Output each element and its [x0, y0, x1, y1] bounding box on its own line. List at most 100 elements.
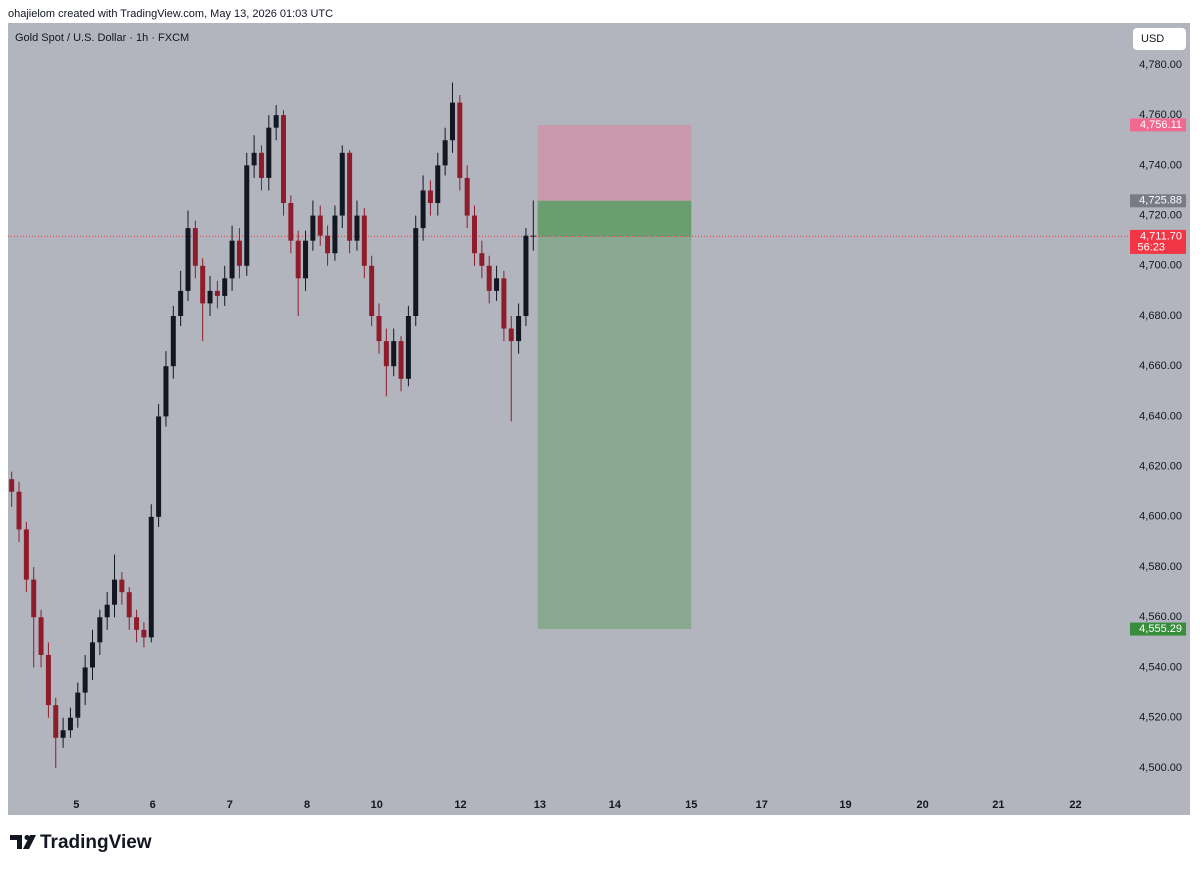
candle-body [38, 617, 44, 655]
candle-body [156, 416, 162, 517]
candle-body [303, 240, 309, 279]
candle-body [192, 228, 198, 266]
plot: 4,500.00 4,520.00 4,540.00 4,560.00 4,580.00… [8, 59, 1182, 811]
candle-body [479, 253, 485, 266]
candle-body [258, 152, 264, 178]
price-tag-label: 4,725.88 [1139, 195, 1182, 207]
candle-body [214, 290, 220, 296]
candle-body [442, 140, 448, 166]
candle-body [464, 177, 470, 216]
candle-body [178, 290, 184, 316]
candle-body [244, 165, 250, 266]
x-tick-label: 5 [73, 799, 79, 811]
candle-body [405, 315, 411, 379]
candle-body [288, 203, 294, 241]
candle-body [295, 240, 301, 279]
candle-body [170, 315, 176, 367]
candle-body [222, 278, 228, 296]
candle-body [236, 240, 242, 266]
candle-body [273, 115, 279, 128]
y-tick-label: 4,720.00 [1139, 209, 1182, 221]
price-tag-label: 4,555.29 [1139, 623, 1182, 635]
y-tick-label: 4,620.00 [1139, 461, 1182, 473]
candle-body [413, 228, 419, 316]
candle-body [104, 604, 110, 618]
candle-body [31, 579, 37, 618]
x-tick-label: 8 [304, 799, 310, 811]
candle-body [141, 629, 147, 638]
candle-body [310, 215, 316, 241]
candle-body [317, 215, 323, 236]
candle-body [347, 152, 353, 241]
candle-body [391, 341, 397, 367]
price-tag [1130, 194, 1186, 208]
symbol-title: Gold Spot / U.S. Dollar · 1h · FXCM [15, 32, 189, 44]
x-tick-label: 14 [609, 799, 622, 811]
price-tag-label: 4,711.70 [1140, 230, 1182, 242]
candle-body [523, 235, 529, 316]
candle-body [398, 341, 404, 379]
price-tag [1130, 229, 1186, 254]
candle-body [530, 235, 536, 237]
price-tag [1130, 118, 1186, 132]
candle-body [23, 529, 29, 580]
y-tick-label: 4,740.00 [1139, 159, 1182, 171]
candle-body [494, 278, 500, 291]
candle-body [427, 190, 433, 204]
candle-body [486, 265, 492, 291]
candle-body [9, 479, 15, 492]
candle-body [119, 579, 125, 593]
candle-body [134, 617, 140, 630]
candle-body [501, 278, 507, 329]
countdown: 56:23 [1137, 241, 1165, 253]
candle-body [354, 215, 360, 241]
candle-body [16, 491, 22, 530]
candle-body [207, 290, 213, 304]
candle-body [339, 152, 345, 216]
candle-body [449, 102, 455, 141]
candle-body [185, 228, 191, 291]
x-tick-label: 15 [685, 799, 697, 811]
candle-body [508, 328, 514, 342]
x-tick-label: 17 [756, 799, 768, 811]
candle-body [361, 215, 367, 266]
currency-button[interactable] [1133, 28, 1186, 50]
price-tag [1130, 622, 1186, 636]
y-tick-label: 4,660.00 [1139, 360, 1182, 372]
currency-label[interactable]: USD [1141, 33, 1164, 45]
stop-zone [537, 124, 692, 201]
y-tick-label: 4,600.00 [1139, 511, 1182, 523]
candle-body [332, 215, 338, 254]
candle-body [435, 165, 441, 204]
y-tick-label: 4,500.00 [1139, 762, 1182, 774]
candle-body [148, 516, 154, 638]
candle-body [229, 240, 235, 279]
attribution: ohajielom created with TradingView.com, … [8, 8, 333, 20]
candle-body [89, 642, 95, 668]
candle-body [420, 190, 426, 229]
x-tick-label: 6 [150, 799, 156, 811]
x-tick-label: 7 [227, 799, 233, 811]
candle-body [75, 692, 81, 718]
candle-body [516, 315, 522, 342]
candle-body [325, 235, 331, 254]
candle-body [472, 215, 478, 254]
y-tick-label: 4,680.00 [1139, 310, 1182, 322]
candle-body [60, 730, 66, 738]
y-tick-label: 4,640.00 [1139, 410, 1182, 422]
candle-body [163, 366, 169, 417]
candle-body [200, 265, 206, 304]
candle-body [97, 617, 103, 643]
candle-body [251, 152, 257, 166]
candle-body [376, 315, 382, 342]
x-tick-label: 21 [992, 799, 1004, 811]
y-tick-label: 4,540.00 [1139, 661, 1182, 673]
x-tick-label: 19 [839, 799, 851, 811]
candle-body [67, 717, 73, 731]
candle-body [383, 341, 389, 367]
x-tick-label: 22 [1069, 799, 1081, 811]
y-tick-label: 4,580.00 [1139, 561, 1182, 573]
y-tick-label: 4,560.00 [1139, 611, 1182, 623]
candle-body [82, 667, 88, 693]
